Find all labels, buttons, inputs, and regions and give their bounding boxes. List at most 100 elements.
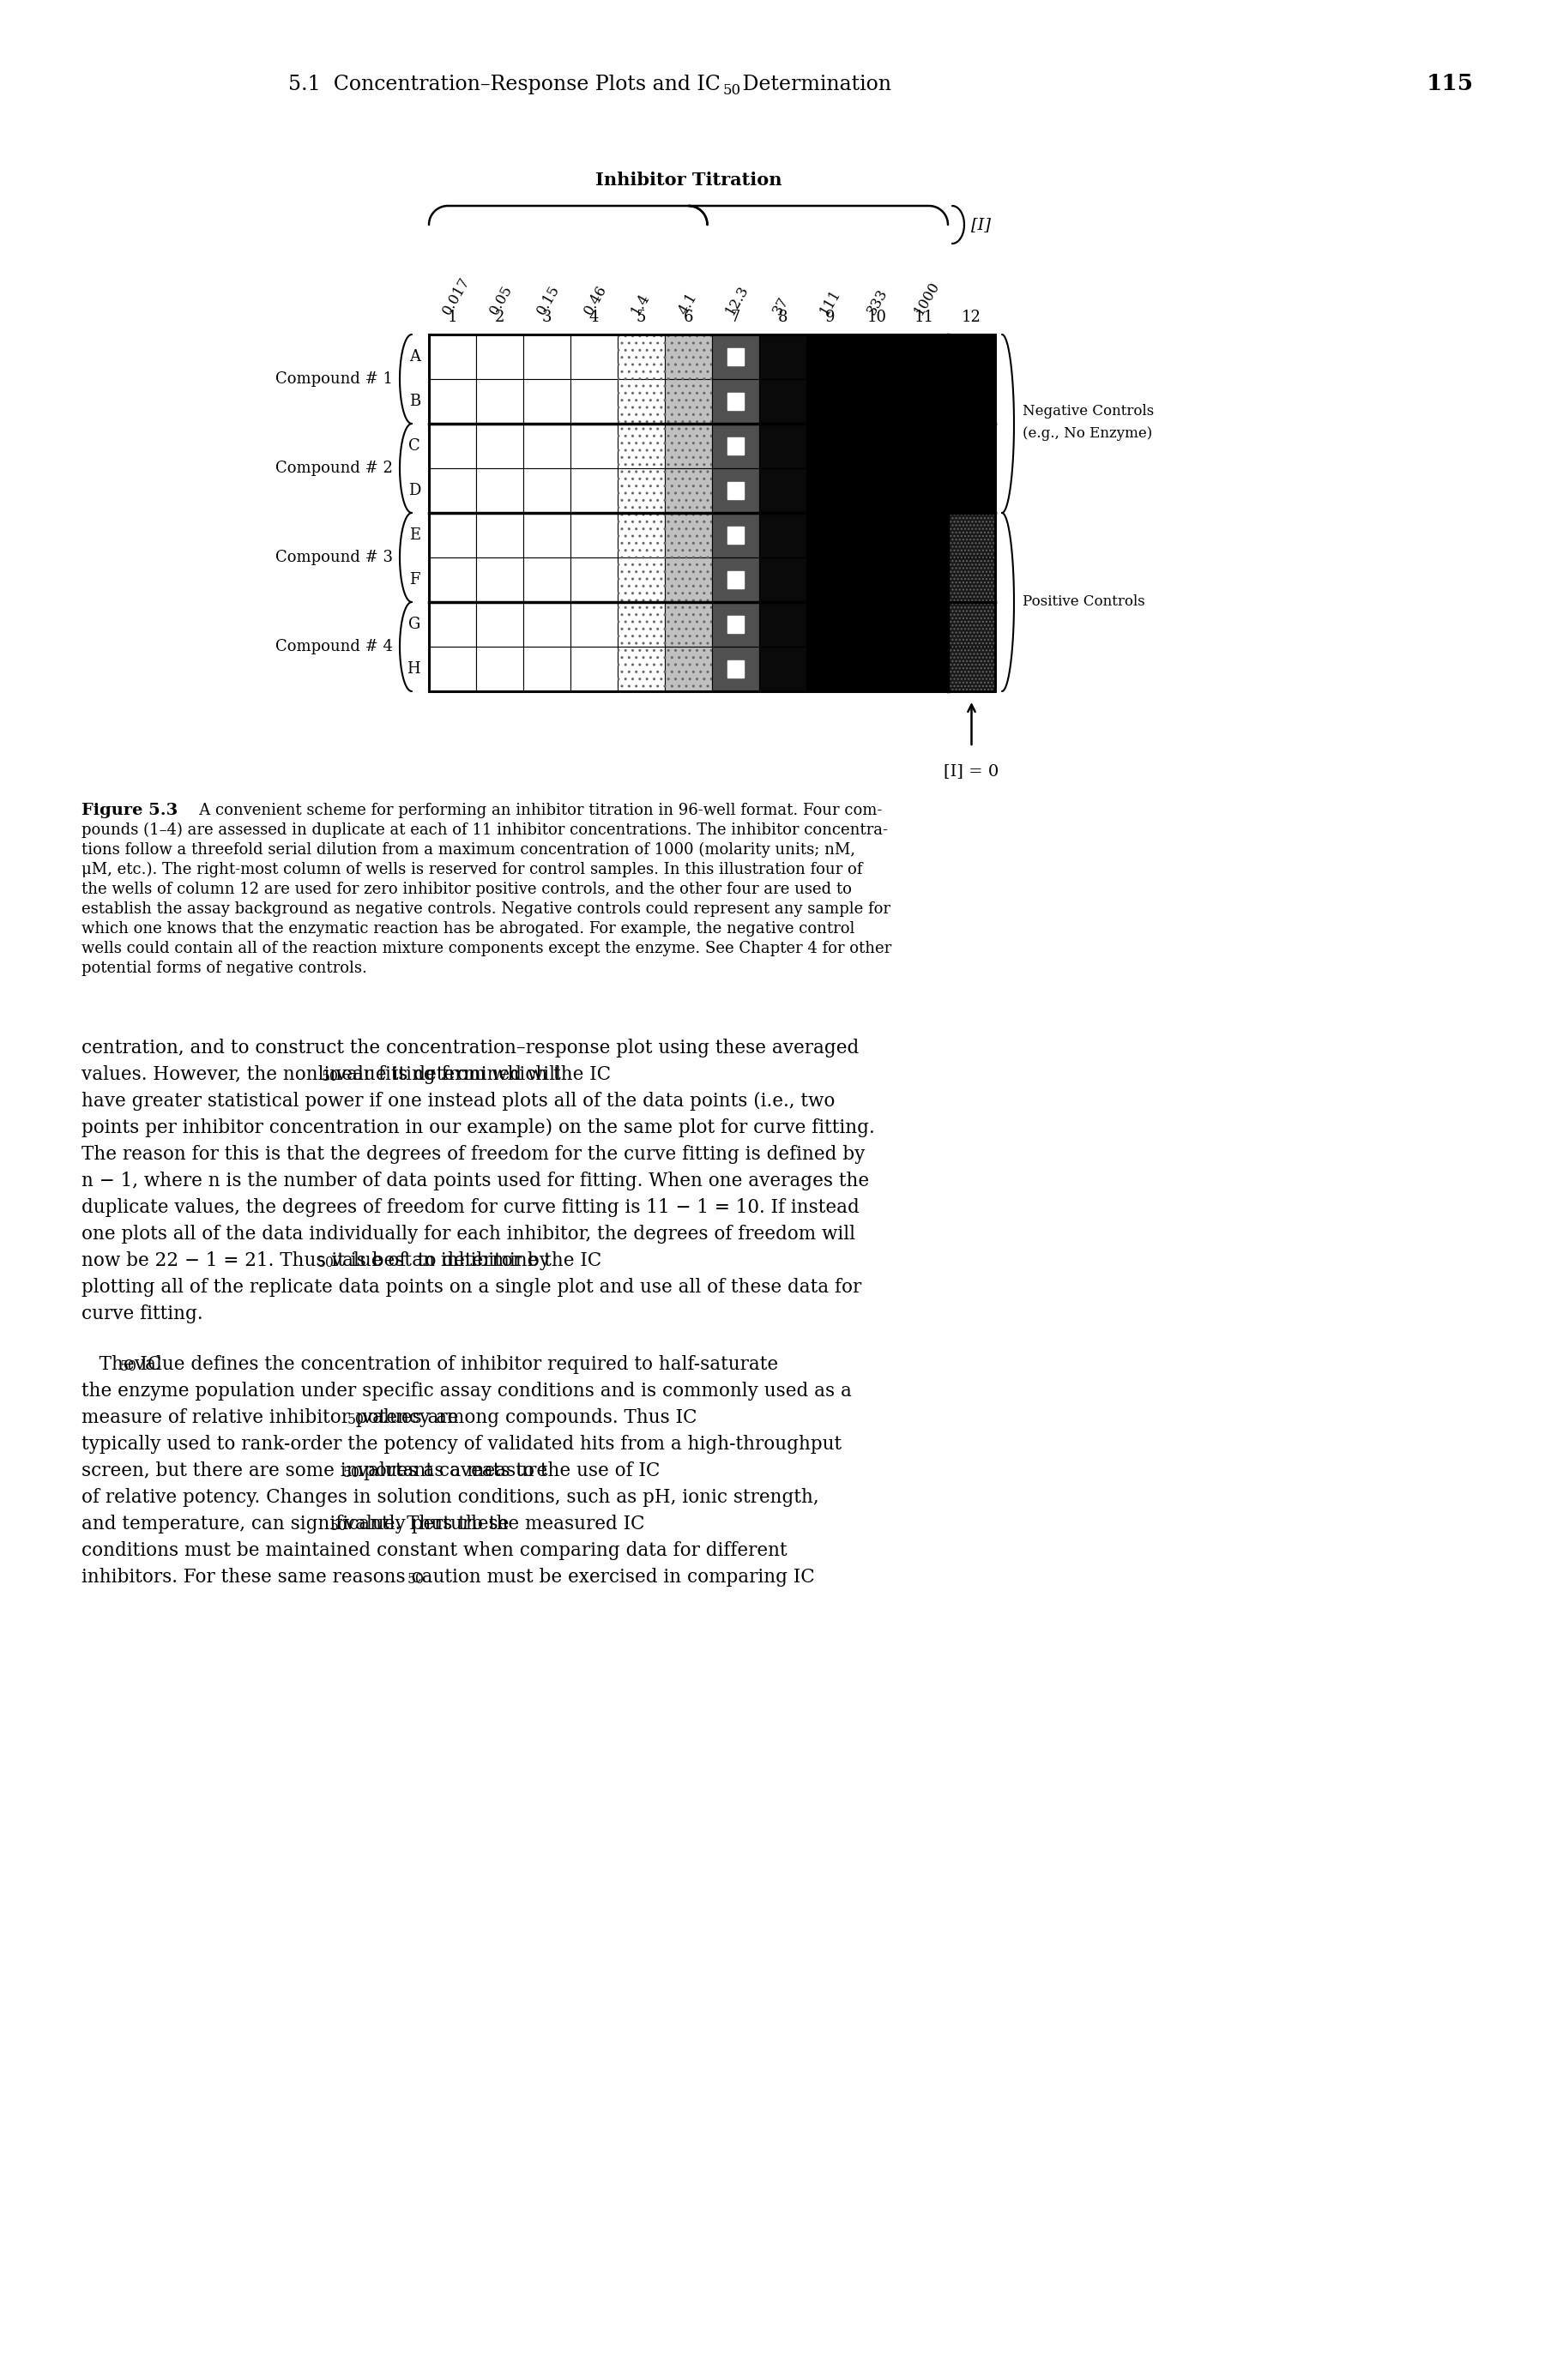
Text: centration, and to construct the concentration–response plot using these average: centration, and to construct the concent… [82, 1038, 859, 1057]
Bar [664, 469, 712, 512]
Bar [664, 424, 712, 469]
Bar [664, 378, 712, 424]
Text: now be 22 − 1 = 21. Thus it is best to determine the IC: now be 22 − 1 = 21. Thus it is best to d… [82, 1252, 601, 1271]
Text: 1: 1 [448, 309, 457, 326]
Bar [476, 336, 524, 378]
Text: 111: 111 [817, 286, 844, 317]
Text: one plots all of the data individually for each inhibitor, the degrees of freedo: one plots all of the data individually f… [82, 1226, 856, 1245]
Text: Compound # 4: Compound # 4 [275, 638, 392, 655]
Text: 50: 50 [343, 1466, 360, 1480]
Bar [728, 438, 743, 455]
Bar [728, 616, 743, 633]
Bar [430, 557, 476, 602]
Bar [728, 393, 743, 409]
Bar [618, 602, 664, 647]
Text: inhibitors. For these same reasons caution must be exercised in comparing IC: inhibitors. For these same reasons cauti… [82, 1568, 814, 1587]
Bar [476, 647, 524, 690]
Bar [664, 557, 712, 602]
Text: establish the assay background as negative controls. Negative controls could rep: establish the assay background as negati… [82, 902, 890, 916]
Bar [759, 512, 806, 557]
Bar [664, 378, 712, 424]
Bar [570, 336, 618, 378]
Text: 37: 37 [769, 295, 793, 317]
Bar [618, 647, 664, 690]
Text: values. However, the nonlinear fitting from which the IC: values. However, the nonlinear fitting f… [82, 1066, 610, 1083]
Text: D: D [408, 483, 420, 497]
Bar [949, 647, 995, 690]
Text: 4.1: 4.1 [675, 290, 700, 317]
Bar [664, 469, 712, 512]
Bar [664, 647, 712, 690]
Bar [949, 469, 995, 512]
Bar [759, 424, 806, 469]
Text: n − 1, where n is the number of data points used for fitting. When one averages : n − 1, where n is the number of data poi… [82, 1171, 870, 1190]
Text: 50: 50 [723, 83, 742, 98]
Bar [570, 378, 618, 424]
Bar [664, 336, 712, 378]
Text: Positive Controls: Positive Controls [1023, 595, 1145, 609]
Text: conditions must be maintained constant when comparing data for different: conditions must be maintained constant w… [82, 1542, 788, 1559]
Text: 12: 12 [961, 309, 981, 326]
Bar [618, 378, 664, 424]
Bar [618, 602, 664, 647]
Bar [618, 469, 664, 512]
Bar [853, 469, 901, 512]
Bar [430, 602, 476, 647]
Bar [759, 378, 806, 424]
Text: pounds (1–4) are assessed in duplicate at each of 11 inhibitor concentrations. T: pounds (1–4) are assessed in duplicate a… [82, 823, 888, 838]
Text: wells could contain all of the reaction mixture components except the enzyme. Se: wells could contain all of the reaction … [82, 940, 891, 957]
Text: 0.46: 0.46 [581, 283, 610, 317]
Bar [712, 557, 759, 602]
Text: values are: values are [355, 1409, 459, 1428]
Text: 50: 50 [331, 1518, 348, 1533]
Text: [I]: [I] [972, 217, 990, 233]
Text: Determination: Determination [735, 74, 891, 95]
Bar [901, 602, 949, 647]
Bar [618, 378, 664, 424]
Bar [949, 557, 995, 602]
Bar [430, 336, 995, 690]
Bar [476, 424, 524, 469]
Text: 5.1  Concentration–Response Plots and IC: 5.1 Concentration–Response Plots and IC [289, 74, 720, 95]
Bar [476, 602, 524, 647]
Text: value is determined will: value is determined will [331, 1066, 561, 1083]
Bar [430, 424, 476, 469]
Bar [430, 378, 476, 424]
Bar [806, 647, 853, 690]
Text: value defines the concentration of inhibitor required to half-saturate: value defines the concentration of inhib… [128, 1354, 779, 1373]
Text: 115: 115 [1426, 74, 1474, 95]
Bar [901, 647, 949, 690]
Text: value. Thus these: value. Thus these [338, 1514, 508, 1533]
Bar [853, 512, 901, 557]
Text: [I] = 0: [I] = 0 [944, 764, 1000, 778]
Bar [728, 481, 743, 500]
Bar [524, 512, 570, 557]
Text: Negative Controls: Negative Controls [1023, 405, 1154, 419]
Bar [853, 424, 901, 469]
Text: F: F [409, 571, 420, 588]
Text: 333: 333 [865, 286, 891, 317]
Bar [853, 378, 901, 424]
Text: typically used to rank-order the potency of validated hits from a high-throughpu: typically used to rank-order the potency… [82, 1435, 842, 1454]
Bar [901, 512, 949, 557]
Text: the enzyme population under specific assay conditions and is commonly used as a: the enzyme population under specific ass… [82, 1383, 851, 1399]
Bar [759, 602, 806, 647]
Text: 50: 50 [348, 1414, 365, 1428]
Bar [570, 557, 618, 602]
Text: 6: 6 [683, 309, 694, 326]
Text: (e.g., No Enzyme): (e.g., No Enzyme) [1023, 426, 1153, 440]
Bar [664, 424, 712, 469]
Bar [712, 647, 759, 690]
Bar [712, 602, 759, 647]
Text: which one knows that the enzymatic reaction has be abrogated. For example, the n: which one knows that the enzymatic react… [82, 921, 854, 938]
Text: have greater statistical power if one instead plots all of the data points (i.e.: have greater statistical power if one in… [82, 1092, 834, 1111]
Text: A: A [409, 350, 420, 364]
Bar [949, 336, 995, 378]
Text: 3: 3 [542, 309, 552, 326]
Text: 5: 5 [637, 309, 646, 326]
Bar [664, 512, 712, 557]
Bar [618, 512, 664, 557]
Bar [664, 557, 712, 602]
Text: The IC: The IC [82, 1354, 162, 1373]
Text: Compound # 3: Compound # 3 [275, 550, 392, 564]
